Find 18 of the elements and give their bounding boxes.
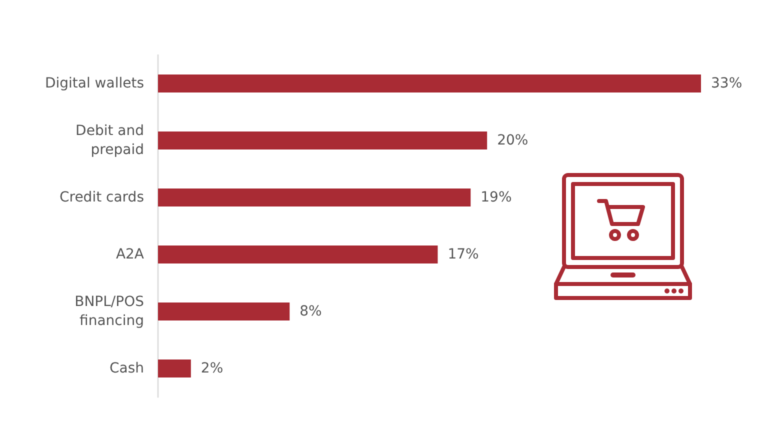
bar (158, 302, 290, 320)
data-label: 33% (711, 76, 742, 92)
bar (158, 246, 438, 264)
data-label: 17% (448, 246, 479, 262)
y-tick-label: Cash (109, 360, 144, 376)
bar (158, 132, 488, 150)
y-tick-label: Digital wallets (44, 76, 144, 92)
y-tick-label: BNPL/POS financing (74, 294, 144, 329)
y-tick-label: A2A (116, 246, 144, 262)
data-label: 2% (200, 360, 224, 376)
data-label: 8% (300, 304, 322, 320)
y-tick-label: Debit and prepaid (76, 123, 144, 158)
data-label: 20% (497, 132, 528, 148)
data-label: 19% (480, 190, 512, 206)
bar (158, 360, 191, 378)
y-tick-label: Credit cards (59, 190, 144, 206)
bar (158, 188, 471, 206)
bar (158, 74, 701, 92)
